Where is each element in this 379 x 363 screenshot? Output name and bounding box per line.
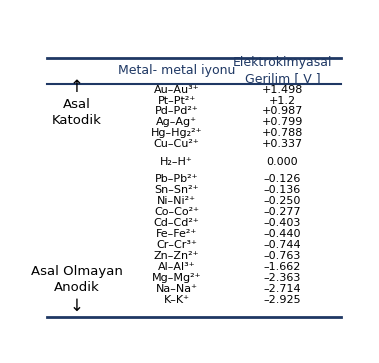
Text: Asal Olmayan
Anodik: Asal Olmayan Anodik xyxy=(31,265,123,294)
Text: Zn–Zn²⁺: Zn–Zn²⁺ xyxy=(154,251,199,261)
Text: Cr–Cr³⁺: Cr–Cr³⁺ xyxy=(156,240,197,250)
Text: Au–Au³⁺: Au–Au³⁺ xyxy=(154,85,199,95)
Text: Na–Na⁺: Na–Na⁺ xyxy=(156,284,197,294)
Text: ↓: ↓ xyxy=(70,297,84,314)
Text: –2.363: –2.363 xyxy=(264,273,301,283)
Text: H₂–H⁺: H₂–H⁺ xyxy=(160,157,193,167)
Text: –2.714: –2.714 xyxy=(263,284,301,294)
Text: Fe–Fe²⁺: Fe–Fe²⁺ xyxy=(156,229,197,239)
Text: Al–Al³⁺: Al–Al³⁺ xyxy=(158,262,196,272)
Text: +0.788: +0.788 xyxy=(262,129,303,138)
Text: Hg–Hg₂²⁺: Hg–Hg₂²⁺ xyxy=(151,129,202,138)
Text: Ni–Ni²⁺: Ni–Ni²⁺ xyxy=(157,196,196,206)
Text: Ag–Ag⁺: Ag–Ag⁺ xyxy=(156,118,197,127)
Text: Cd–Cd²⁺: Cd–Cd²⁺ xyxy=(154,218,199,228)
Text: Asal
Katodik: Asal Katodik xyxy=(52,98,102,127)
Text: +1.2: +1.2 xyxy=(269,95,296,106)
Text: Pd–Pd²⁺: Pd–Pd²⁺ xyxy=(155,106,199,117)
Text: Elektrokimyasal
Gerilim [ V ]: Elektrokimyasal Gerilim [ V ] xyxy=(233,56,332,85)
Text: 0.000: 0.000 xyxy=(266,157,298,167)
Text: +0.987: +0.987 xyxy=(262,106,303,117)
Text: ↑: ↑ xyxy=(70,78,84,96)
Text: K–K⁺: K–K⁺ xyxy=(164,295,190,305)
Text: Cu–Cu²⁺: Cu–Cu²⁺ xyxy=(154,139,199,149)
Text: +0.799: +0.799 xyxy=(262,118,303,127)
Text: +1.498: +1.498 xyxy=(262,85,303,95)
Text: –0.277: –0.277 xyxy=(263,207,301,217)
Text: Metal- metal iyonu: Metal- metal iyonu xyxy=(118,64,235,77)
Text: –1.662: –1.662 xyxy=(264,262,301,272)
Text: –0.744: –0.744 xyxy=(263,240,301,250)
Text: Mg–Mg²⁺: Mg–Mg²⁺ xyxy=(152,273,201,283)
Text: –0.136: –0.136 xyxy=(264,185,301,195)
Text: –0.440: –0.440 xyxy=(264,229,301,239)
Text: –0.763: –0.763 xyxy=(264,251,301,261)
Text: –2.925: –2.925 xyxy=(263,295,301,305)
Text: +0.337: +0.337 xyxy=(262,139,303,149)
Text: Sn–Sn²⁺: Sn–Sn²⁺ xyxy=(154,185,199,195)
Text: Pb–Pb²⁺: Pb–Pb²⁺ xyxy=(155,174,198,184)
Text: Pt–Pt²⁺: Pt–Pt²⁺ xyxy=(158,95,196,106)
Text: –0.250: –0.250 xyxy=(264,196,301,206)
Text: –0.403: –0.403 xyxy=(264,218,301,228)
Text: –0.126: –0.126 xyxy=(264,174,301,184)
Text: Co–Co²⁺: Co–Co²⁺ xyxy=(154,207,199,217)
